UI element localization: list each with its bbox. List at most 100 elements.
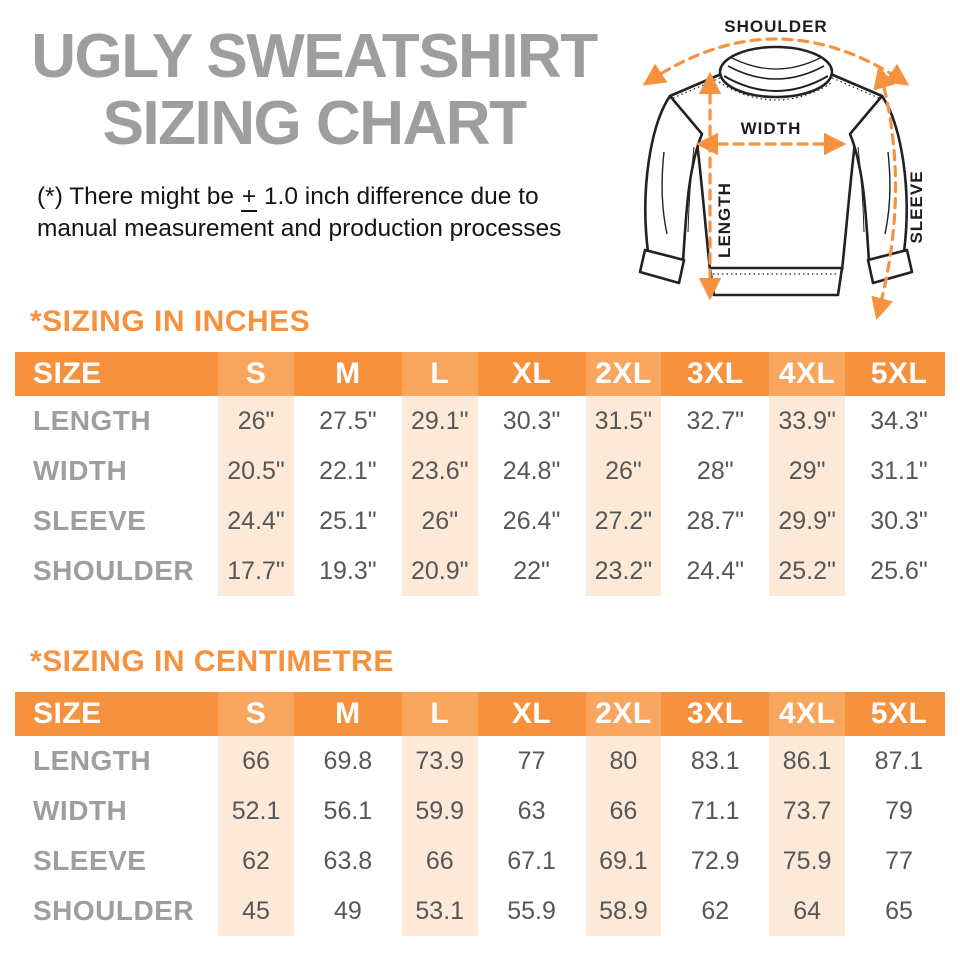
size-value-cell: 73.7 — [761, 786, 854, 836]
size-value-cell: 29.1" — [393, 396, 486, 446]
size-value-cell: 26.4" — [502, 506, 561, 535]
page-title-line1: UGLY SWEATSHIRT — [31, 22, 598, 91]
column-header-2xl: 2XL — [577, 692, 670, 736]
size-value-cell: 65 — [885, 896, 913, 925]
size-value-cell: 29" — [761, 446, 854, 496]
section-title-inches: *SIZING IN INCHES — [30, 305, 311, 338]
size-value-cell: 22" — [513, 556, 550, 585]
plus-minus-symbol: + — [240, 183, 258, 212]
left-underarm-crease — [687, 146, 695, 233]
size-value-cell: 27.5" — [319, 406, 377, 435]
size-value-cell: 49 — [333, 896, 362, 925]
right-underarm-crease — [857, 146, 865, 233]
disclaimer-line2: manual measurement and production proces… — [37, 214, 562, 242]
section-title-centimetre: *SIZING IN CENTIMETRE — [30, 645, 394, 678]
size-value-cell: 24.4" — [686, 556, 745, 585]
row-label: LENGTH — [33, 745, 152, 776]
size-value-cell: 30.3" — [502, 406, 561, 435]
diagram-sleeve-label: SLEEVE — [907, 170, 926, 243]
diagram-shoulder-label: SHOULDER — [724, 17, 827, 36]
size-value-cell: 28" — [696, 456, 734, 485]
column-header-5xl: 5XL — [853, 352, 945, 396]
size-value-cell: 86.1 — [761, 736, 854, 786]
sweatshirt-torso — [668, 70, 884, 272]
column-header-size: SIZE — [15, 352, 211, 396]
table-row-sleeve: SLEEVE 62 63.8 66 67.1 69.1 72.9 75.9 77 — [15, 836, 945, 886]
size-value-cell: 67.1 — [507, 846, 556, 875]
column-header-size: SIZE — [15, 692, 211, 736]
size-value-cell: 72.9 — [690, 846, 740, 875]
table-row-width: WIDTH 20.5" 22.1" 23.6" 24.8" 26" 28" 29" 31.1" — [15, 446, 945, 496]
size-value-cell: 33.9" — [761, 396, 854, 446]
column-header-4xl: 4XL — [761, 352, 854, 396]
page-title-line2: SIZING CHART — [102, 88, 527, 158]
size-value-cell: 87.1 — [874, 746, 924, 775]
size-value-cell: 17.7" — [210, 546, 302, 596]
size-value-cell: 69.8 — [323, 746, 373, 775]
size-value-cell: 27.2" — [577, 496, 670, 546]
size-value-cell: 45 — [210, 886, 302, 936]
size-value-cell: 20.9" — [393, 546, 486, 596]
size-value-cell: 25.6" — [870, 556, 928, 585]
size-value-cell: 79 — [885, 796, 913, 825]
size-value-cell: 69.1 — [577, 836, 670, 886]
column-header-xl: XL — [485, 352, 578, 396]
size-value-cell: 77 — [885, 846, 913, 875]
size-value-cell: 28.7" — [686, 506, 745, 535]
size-value-cell: 24.4" — [210, 496, 302, 546]
sweatshirt-hem-band — [708, 266, 844, 297]
inches-table: SIZE S M L XL 2XL 3XL 4XL 5XL LENGTH 26" 27.5" 29.1… — [15, 352, 945, 596]
row-label: WIDTH — [33, 795, 128, 826]
column-header-3xl: 3XL — [669, 692, 762, 736]
size-value-cell: 63 — [517, 796, 546, 825]
size-value-cell: 62 — [701, 896, 730, 925]
row-label: SLEEVE — [33, 845, 147, 876]
size-value-cell: 22.1" — [319, 456, 377, 485]
size-value-cell: 31.5" — [577, 396, 670, 446]
table-row-length: LENGTH 26" 27.5" 29.1" 30.3" 31.5" 32.7" 33.9" 3… — [15, 396, 945, 446]
size-value-cell: 73.9 — [393, 736, 486, 786]
row-label: WIDTH — [33, 455, 128, 486]
disclaimer-line1: (*) There might be + 1.0 inch difference… — [37, 183, 539, 212]
size-value-cell: 71.1 — [690, 796, 740, 825]
size-value-cell: 29.9" — [761, 496, 854, 546]
row-label: SLEEVE — [33, 505, 147, 536]
centimetre-table: SIZE S M L XL 2XL 3XL 4XL 5XL LENGTH 66 69.8 73.9 77… — [15, 692, 945, 936]
size-value-cell: 25.1" — [319, 506, 377, 535]
table-row-shoulder: SHOULDER 17.7" 19.3" 20.9" 22" 23.2" 24.4" 25.2… — [15, 546, 945, 596]
size-value-cell: 66 — [393, 836, 486, 886]
size-value-cell: 56.1 — [323, 796, 373, 825]
centimetre-header-row: SIZE S M L XL 2XL 3XL 4XL 5XL — [15, 692, 945, 736]
disclaimer-text: (*) There might be + 1.0 inch difference… — [37, 181, 637, 245]
collar-stitching — [718, 81, 834, 101]
column-header-3xl: 3XL — [669, 352, 762, 396]
column-header-s: S — [210, 692, 302, 736]
table-row-length: LENGTH 66 69.8 73.9 77 80 83.1 86.1 87.1 — [15, 736, 945, 786]
size-value-cell: 59.9 — [393, 786, 486, 836]
shoulder-arrow — [642, 37, 910, 86]
sweatshirt-left-cuff — [638, 248, 686, 285]
column-header-s: S — [210, 352, 302, 396]
sweatshirt-collar — [718, 45, 834, 99]
size-value-cell: 77 — [517, 746, 546, 775]
sweatshirt-diagram-svg: SHOULDER WIDTH LENGTH SLEEVE — [638, 17, 926, 321]
row-label: LENGTH — [33, 405, 152, 436]
inches-header-row: SIZE S M L XL 2XL 3XL 4XL 5XL — [15, 352, 945, 396]
table-row-width: WIDTH 52.1 56.1 59.9 63 66 71.1 73.7 79 — [15, 786, 945, 836]
size-value-cell: 32.7" — [686, 406, 745, 435]
size-value-cell: 20.5" — [210, 446, 302, 496]
column-header-5xl: 5XL — [853, 692, 945, 736]
row-label: SHOULDER — [33, 555, 195, 586]
size-value-cell: 30.3" — [870, 506, 928, 535]
size-value-cell: 25.2" — [761, 546, 854, 596]
size-value-cell: 26" — [210, 396, 302, 446]
diagram-width-label: WIDTH — [741, 119, 802, 138]
size-value-cell: 53.1 — [393, 886, 486, 936]
column-header-l: L — [393, 692, 486, 736]
size-value-cell: 34.3" — [870, 406, 928, 435]
size-value-cell: 80 — [577, 736, 670, 786]
size-value-cell: 66 — [577, 786, 670, 836]
size-value-cell: 52.1 — [210, 786, 302, 836]
size-value-cell: 64 — [761, 886, 854, 936]
